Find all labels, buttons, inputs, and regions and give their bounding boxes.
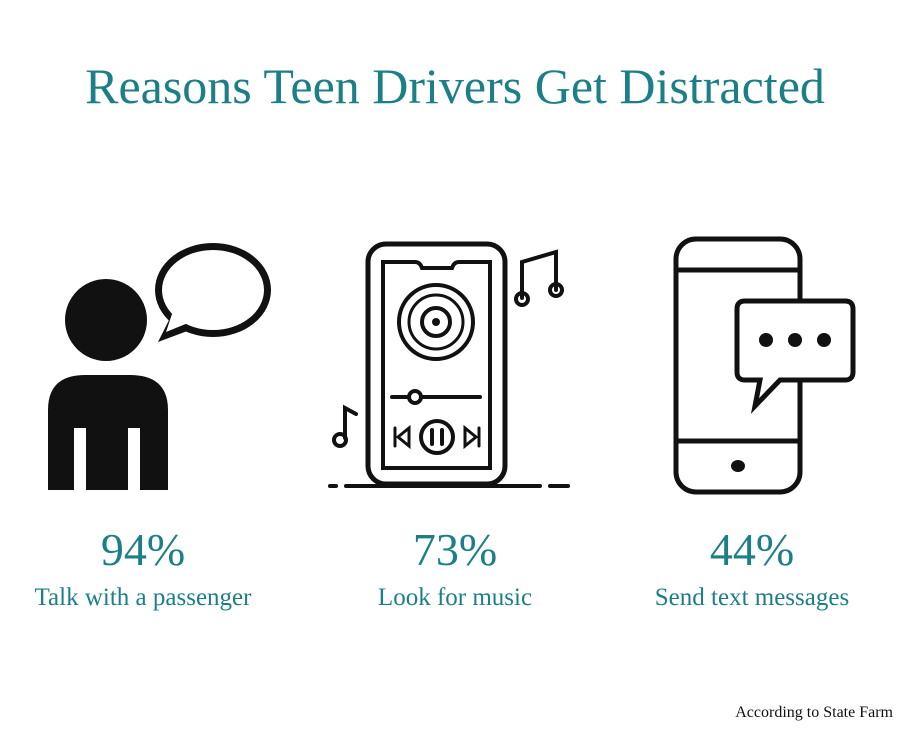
percent: 94% <box>101 524 185 575</box>
item-label: Talk with a passenger <box>35 584 253 611</box>
percent: 44% <box>710 524 794 575</box>
item-label: Send text messages <box>655 584 849 611</box>
music-icon <box>328 241 570 488</box>
item-label: Look for music <box>378 584 532 611</box>
percent: 73% <box>413 524 497 575</box>
source: According to State Farm <box>735 704 893 721</box>
title: Reasons Teen Drivers Get Distracted <box>85 58 825 114</box>
text-icon <box>673 236 856 495</box>
passenger-icon <box>48 243 271 490</box>
items: 94% Talk with a passenger 73% Look for musi… <box>35 524 850 611</box>
